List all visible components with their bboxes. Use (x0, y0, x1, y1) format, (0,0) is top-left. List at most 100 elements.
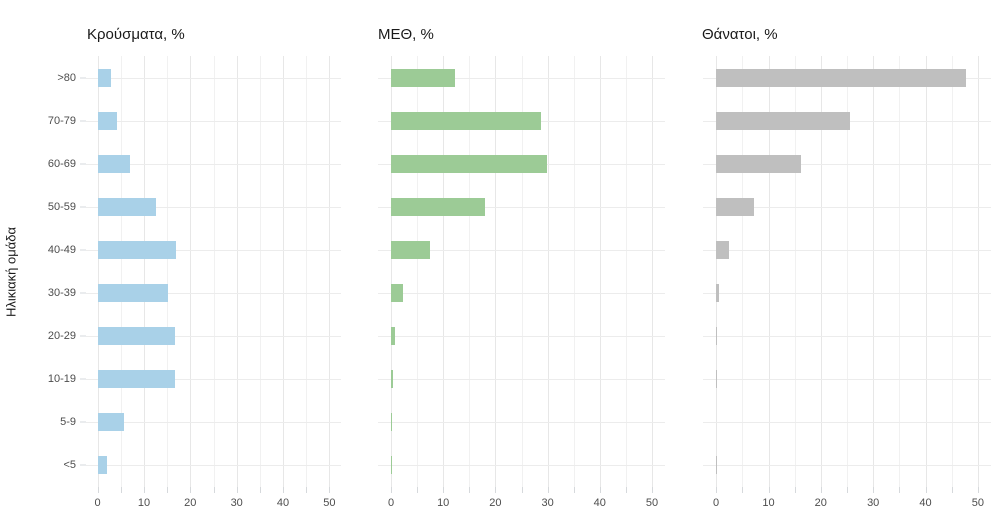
y-axis-tick (80, 292, 86, 294)
x-axis-tick (259, 487, 261, 493)
bar->80 (97, 68, 111, 87)
x-tick-label: 40 (593, 497, 606, 509)
chart-title-icu: ΜΕΘ, % (378, 26, 434, 43)
bar-50-59 (391, 197, 485, 216)
bar-10-19 (391, 370, 394, 389)
grid-line-vertical-major (925, 56, 927, 487)
x-tick-label: 20 (489, 497, 502, 509)
bar-5-9 (391, 413, 392, 432)
y-tick-label: 40-49 (47, 244, 76, 256)
grid-line-horizontal (703, 465, 991, 467)
grid-line-horizontal (86, 293, 341, 295)
bar-30-39 (391, 284, 403, 303)
grid-line-horizontal (378, 379, 665, 381)
x-tick-label: 0 (713, 497, 720, 509)
x-tick-label: 20 (184, 497, 197, 509)
grid-line-vertical-minor (742, 56, 744, 487)
x-axis-tick (236, 487, 238, 493)
grid-line-vertical-major (716, 56, 718, 487)
x-tick-label: 50 (971, 497, 985, 509)
grid-line-vertical-major (652, 56, 653, 487)
grid-line-vertical-major (190, 56, 192, 487)
y-axis-tick (80, 464, 86, 466)
y-tick-label: >80 (57, 71, 76, 84)
x-axis-tick (306, 487, 308, 493)
panel-deaths: 0 10 20 30 40 50 (703, 56, 991, 509)
bar-<5 (716, 456, 718, 475)
x-axis-tick (521, 487, 523, 493)
x-axis-tick (899, 487, 901, 493)
grid-line-horizontal (378, 465, 665, 467)
grid-line-horizontal (378, 293, 665, 295)
bar-40-49 (97, 241, 176, 259)
grid-line-horizontal (378, 336, 665, 338)
grid-line-horizontal (86, 163, 341, 165)
bar-50-59 (716, 197, 755, 216)
x-axis-tick (443, 487, 445, 493)
bar-60-69 (97, 154, 131, 173)
grid-line-horizontal (378, 206, 665, 208)
x-tick-label: 50 (645, 497, 659, 509)
bar-70-79 (716, 111, 851, 130)
x-axis-tick (625, 487, 627, 493)
panel-icu: 0 10 20 30 40 50 (378, 56, 665, 509)
grid-line-vertical-minor (213, 56, 215, 487)
grid-line-vertical-minor (951, 56, 953, 487)
grid-line-vertical-minor (794, 56, 796, 487)
x-axis-tick (742, 487, 744, 493)
x-tick-label: 10 (762, 497, 775, 509)
x-tick-label: 40 (276, 497, 290, 509)
grid-line-vertical-major (283, 56, 284, 487)
x-axis-tick (469, 487, 471, 493)
grid-line-vertical-major (873, 56, 875, 487)
x-axis-tick (120, 487, 122, 493)
grid-line-horizontal (86, 250, 341, 251)
bar-30-39 (716, 284, 720, 303)
chart-title-cases: Κρούσματα, % (87, 26, 185, 43)
panel-cases: 0 10 20 30 40 50 (86, 56, 341, 509)
x-axis-tick (391, 487, 392, 493)
grid-line-horizontal (86, 206, 341, 208)
grid-line-horizontal (378, 77, 665, 79)
bar-<5 (391, 456, 392, 475)
grid-line-vertical-minor (306, 56, 308, 487)
x-tick-label: 50 (323, 497, 336, 509)
y-tick-label: <5 (63, 459, 76, 472)
grid-line-horizontal (86, 422, 341, 424)
grid-line-vertical-minor (899, 56, 901, 487)
bar-30-39 (97, 284, 169, 303)
x-axis-tick (213, 487, 215, 493)
y-tick-label: 70-79 (47, 114, 76, 127)
grid-line-vertical-major (599, 56, 601, 487)
y-axis-tick (80, 378, 86, 380)
y-axis-labels: >80 70-79 60-69 50-59 40-49 30-39 20-29 10-19 5-… (0, 56, 86, 487)
grid-line-horizontal (703, 206, 991, 208)
x-axis-tick (794, 487, 796, 493)
bar-40-49 (391, 241, 431, 259)
y-axis-tick (80, 249, 86, 251)
x-axis-tick (599, 487, 601, 493)
grid-line-horizontal (86, 379, 341, 381)
x-axis-tick (495, 487, 497, 493)
grid-line-horizontal (86, 465, 341, 467)
x-axis-tick (417, 487, 419, 493)
y-axis-tick (80, 335, 86, 337)
grid-line-horizontal (703, 422, 991, 424)
x-tick-label: 30 (867, 497, 880, 509)
grid-line-vertical-minor (120, 56, 122, 487)
y-axis-tick (80, 421, 86, 423)
grid-line-horizontal (703, 250, 991, 251)
grid-line-vertical-minor (167, 56, 169, 487)
x-axis-tick (329, 487, 331, 493)
bar-70-79 (97, 111, 117, 130)
grid-line-horizontal (378, 422, 665, 424)
y-tick-label: 50-59 (47, 200, 76, 213)
grid-line-horizontal (703, 379, 991, 381)
grid-line-vertical-major (768, 56, 770, 487)
bar-20-29 (97, 327, 176, 346)
grid-line-vertical-minor (573, 56, 575, 487)
y-tick-label: 5-9 (60, 416, 76, 429)
grid-line-vertical-minor (259, 56, 261, 487)
grid-line-vertical-major (443, 56, 445, 487)
bar-20-29 (716, 327, 718, 346)
